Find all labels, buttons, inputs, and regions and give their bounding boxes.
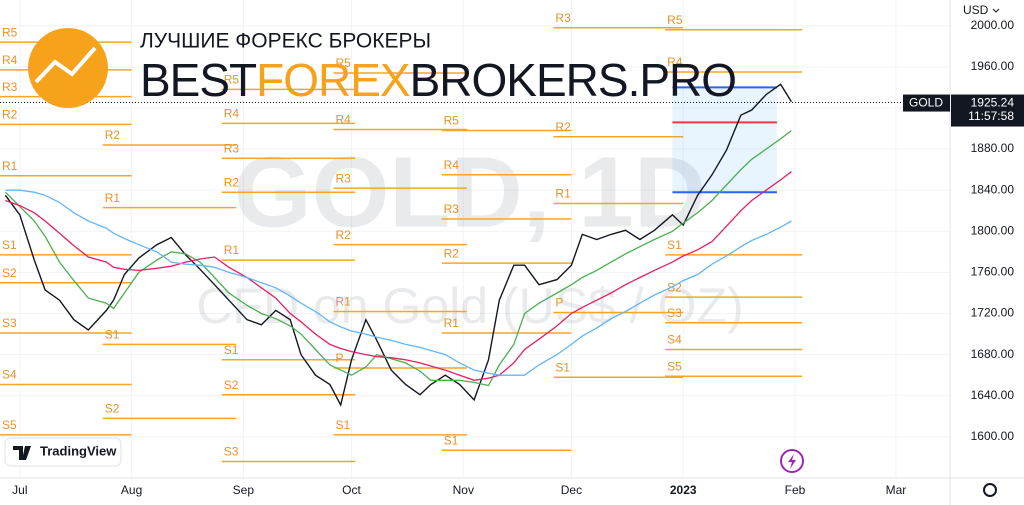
pivot-label: P	[335, 351, 343, 365]
pivot-label: R3	[335, 171, 351, 185]
x-tick-label: Jul	[12, 483, 27, 497]
settings-icon[interactable]	[983, 483, 997, 497]
y-tick-label: 1960.00	[971, 59, 1015, 73]
pivot-label: R4	[444, 158, 460, 172]
pivot-label: S5	[667, 359, 682, 373]
pivot-label: R5	[2, 25, 18, 39]
x-tick-label: Feb	[785, 483, 806, 497]
x-tick-label: Sep	[233, 483, 255, 497]
pivot-label: S1	[224, 343, 239, 357]
pivot-label: S1	[555, 360, 570, 374]
brand-part: BEST	[140, 54, 257, 106]
currency[interactable]: USD	[963, 3, 989, 17]
x-tick-label: Oct	[342, 483, 361, 497]
pivot-label: R1	[335, 295, 351, 309]
pivots: R5 R4 R3 R2 R1 S1 S2 S3 S4 S5 R2 R1 S1 S2 R5 R4 R3 R2 R1 S1…	[0, 11, 803, 463]
pivot-label: S5	[2, 418, 17, 432]
countdown: 11:57:58	[968, 109, 1014, 123]
pivot-label: R2	[335, 228, 351, 242]
pivot-label: R2	[2, 108, 18, 122]
brand-tagline: ЛУЧШИЕ ФОРЕКС БРОКЕРЫ	[140, 30, 431, 53]
pivot-label: R2	[444, 246, 460, 260]
logo-icon	[34, 46, 97, 84]
badge-icon[interactable]	[13, 446, 31, 460]
pivot-label: R2	[224, 175, 240, 189]
pivot-label: S3	[2, 316, 17, 330]
pivot-label: R3	[444, 202, 460, 216]
currency-caret[interactable]	[992, 8, 1000, 13]
pivot-label: R5	[335, 56, 351, 70]
pivot-label: R3	[224, 141, 240, 155]
x-tick-label: Aug	[121, 483, 142, 497]
series-lines	[4, 83, 792, 407]
pivot-label: R3	[2, 80, 18, 94]
y-tick-label: 1800.00	[971, 223, 1015, 237]
brand-part: BROKERS.PRO	[410, 54, 736, 106]
pivot-label: P	[555, 296, 563, 310]
pivot-label: S1	[105, 328, 120, 342]
pivot-label: R5	[667, 13, 683, 27]
pivot-label: S4	[667, 333, 682, 347]
pivot-label: R5	[224, 73, 240, 87]
volume-profile-area	[672, 87, 777, 193]
x-tick-label: Nov	[453, 483, 474, 497]
y-tick-label: 1880.00	[971, 141, 1015, 155]
pivot-label: S2	[105, 402, 120, 416]
last-price: 1925.24	[971, 96, 1015, 110]
price-line	[4, 83, 792, 407]
badge-box[interactable]	[4, 437, 122, 467]
y-tick-label: 1600.00	[971, 429, 1015, 443]
pivot-label: R4	[335, 113, 351, 127]
pivot-label: S1	[335, 418, 350, 432]
pivot-label: S3	[224, 445, 239, 459]
y-tick-label: 1640.00	[971, 388, 1015, 402]
pivot-label: S1	[667, 238, 682, 252]
moving-average	[5, 189, 792, 376]
pivot-label: R2	[555, 120, 571, 134]
y-tick-label: 1680.00	[971, 347, 1015, 361]
pivot-label: R5	[444, 114, 460, 128]
brand: BESTFOREXBROKERS.PRO	[140, 54, 736, 106]
y-tick-label: 2000.00	[971, 18, 1015, 32]
symbol-box	[903, 94, 950, 112]
pivot-label: S4	[2, 368, 17, 382]
events-icon[interactable]	[780, 449, 804, 473]
pivot-label: R1	[555, 187, 571, 201]
pivot-label: R1	[444, 316, 460, 330]
pivot-label: R2	[105, 128, 121, 142]
price-box	[951, 94, 1024, 127]
pivot-label: S2	[224, 378, 239, 392]
pivot-label: R4	[667, 55, 683, 69]
pivot-label: S1	[444, 433, 459, 447]
watermark-subtitle: CFD on Gold (US$ / OZ)	[196, 278, 743, 334]
y-tick-label: 1720.00	[971, 306, 1015, 320]
moving-average	[4, 130, 792, 387]
x-tick-label: Dec	[561, 483, 582, 497]
pivot-label: R4	[224, 107, 240, 121]
moving-average	[5, 171, 792, 381]
pivot-label: S1	[2, 238, 17, 252]
x-tick-label: 2023	[670, 483, 697, 497]
volume-profile	[672, 86, 777, 194]
y-tick-label: 1760.00	[971, 265, 1015, 279]
pivot-label: R4	[2, 53, 18, 67]
pivot-label: R1	[105, 191, 121, 205]
logo-circle	[28, 28, 108, 108]
pivot-label: S3	[667, 306, 682, 320]
symbol-label: GOLD	[909, 96, 943, 110]
pivot-label: R3	[555, 11, 571, 25]
x-tick-label: Mar	[886, 483, 907, 497]
events-bolt[interactable]	[788, 454, 796, 469]
badge-text[interactable]: TradingView	[40, 443, 117, 458]
pivot-label: R1	[224, 243, 240, 257]
pivot-label: S2	[2, 266, 17, 280]
grid	[0, 0, 950, 478]
brand-part: FOREX	[256, 54, 410, 106]
y-tick-label: 1840.00	[971, 182, 1015, 196]
pivot-label: R1	[2, 159, 18, 173]
